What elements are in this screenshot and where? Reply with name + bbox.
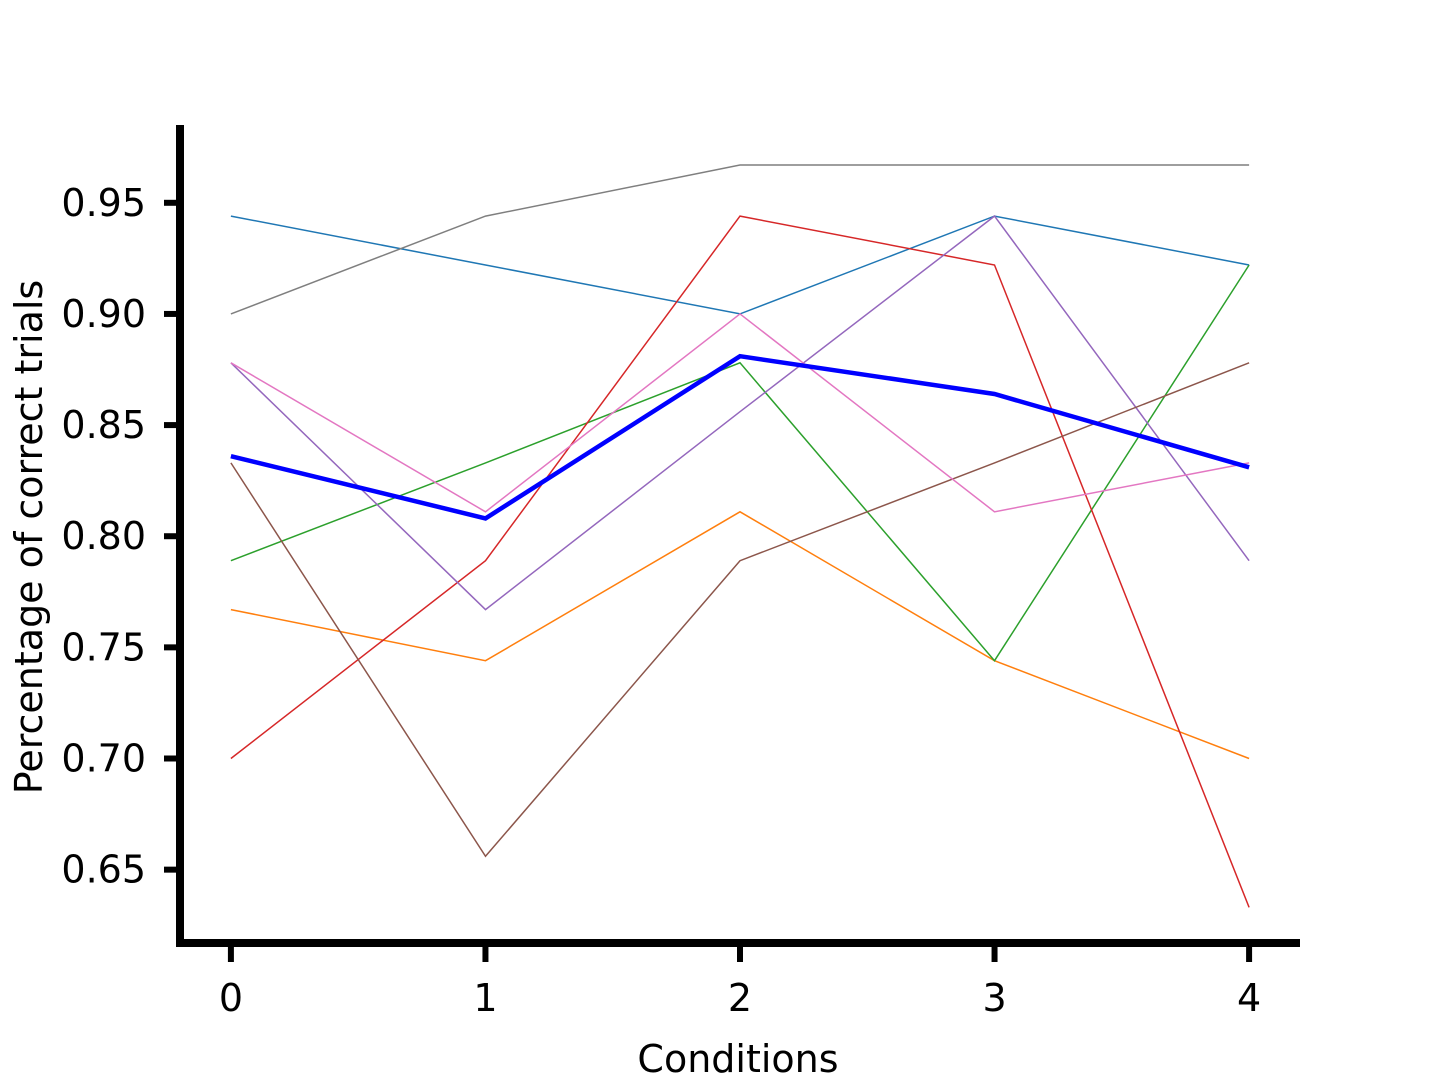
series-line-1	[230, 215, 1250, 315]
x-tick-label: 1	[473, 976, 497, 1020]
series-line-7	[230, 312, 1250, 513]
y-tick-label: 0.75	[61, 625, 146, 669]
y-tick-label: 0.95	[61, 181, 146, 225]
series-line-mean	[230, 353, 1250, 521]
x-tick-label: 2	[728, 976, 752, 1020]
series-line-3	[230, 264, 1250, 662]
series-line-6	[230, 362, 1250, 858]
series-line-4	[230, 215, 1250, 908]
y-tick-label: 0.85	[61, 403, 146, 447]
series-layer	[230, 164, 1250, 908]
x-ticks: 0 1 2 3 4	[219, 943, 1261, 1020]
y-tick-label: 0.90	[61, 292, 146, 336]
series-line-5	[230, 215, 1250, 611]
x-tick-label: 4	[1237, 976, 1261, 1020]
y-tick-label: 0.65	[61, 848, 146, 892]
y-ticks: 0.65 0.70 0.75 0.80 0.85 0.90 0.95	[61, 181, 180, 892]
y-axis-title: Percentage of correct trials	[7, 280, 51, 794]
x-axis-title: Conditions	[637, 1037, 838, 1080]
series-line-8	[230, 164, 1250, 315]
series-line-2	[230, 510, 1250, 760]
x-tick-label: 3	[982, 976, 1006, 1020]
x-tick-label: 0	[219, 976, 243, 1020]
axes-layer	[176, 125, 1300, 947]
y-tick-label: 0.70	[61, 737, 146, 781]
y-tick-label: 0.80	[61, 514, 146, 558]
